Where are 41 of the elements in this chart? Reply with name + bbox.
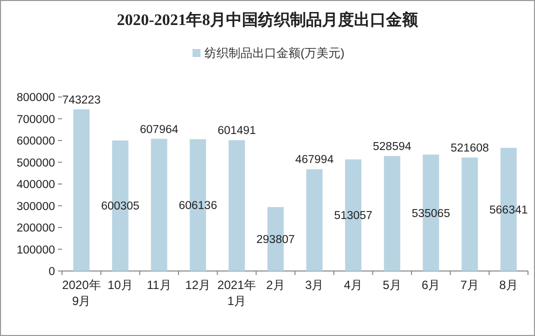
data-label: 566341 bbox=[489, 204, 528, 216]
x-tick-label: 11月 bbox=[146, 278, 172, 292]
x-tick-label: 3月 bbox=[305, 278, 324, 292]
y-tick-label: 500000 bbox=[16, 157, 55, 170]
x-tick-label: 12月 bbox=[185, 278, 211, 292]
data-label: 535065 bbox=[412, 208, 450, 220]
data-label: 600305 bbox=[101, 200, 140, 213]
bar bbox=[228, 140, 245, 271]
x-tick-label: 2021年 1月 bbox=[217, 278, 256, 308]
bar bbox=[384, 156, 400, 271]
y-tick-label: 400000 bbox=[16, 179, 55, 191]
y-tick-label: 200000 bbox=[16, 222, 55, 234]
x-tick-label: 5月 bbox=[382, 278, 402, 292]
x-tick-label: 8月 bbox=[499, 278, 518, 292]
data-label: 601491 bbox=[218, 125, 256, 138]
data-label: 467994 bbox=[295, 154, 334, 166]
data-label: 743223 bbox=[62, 94, 101, 106]
data-label: 521608 bbox=[450, 142, 489, 155]
data-label: 606136 bbox=[178, 200, 218, 212]
x-tick-label: 4月 bbox=[344, 278, 363, 292]
y-tick-label: 700000 bbox=[16, 114, 55, 126]
x-tick-label: 7月 bbox=[460, 278, 480, 292]
x-tick-label: 2月 bbox=[266, 278, 285, 292]
data-label: 293807 bbox=[256, 234, 295, 246]
bar bbox=[150, 138, 168, 271]
y-tick-label: 600000 bbox=[16, 136, 55, 148]
y-tick-label: 100000 bbox=[16, 244, 55, 256]
data-label: 513057 bbox=[334, 210, 372, 222]
data-label: 528594 bbox=[372, 141, 412, 154]
legend-label: 纺织制品出口金额(万美元) bbox=[204, 46, 344, 60]
y-tick-label: 800000 bbox=[16, 92, 55, 104]
y-tick-label: 300000 bbox=[16, 200, 55, 213]
y-tick-label: 0 bbox=[48, 266, 55, 278]
chart-title: 2020-2021年8月中国纺织制品月度出口金额 bbox=[116, 10, 420, 29]
x-tick-label: 2020年 9月 bbox=[62, 278, 101, 308]
bar bbox=[306, 169, 323, 271]
bar bbox=[462, 158, 478, 271]
x-tick-label: 10月 bbox=[108, 278, 133, 292]
data-label: 607964 bbox=[140, 124, 179, 136]
x-tick-label: 6月 bbox=[422, 278, 440, 292]
bar bbox=[73, 109, 90, 271]
